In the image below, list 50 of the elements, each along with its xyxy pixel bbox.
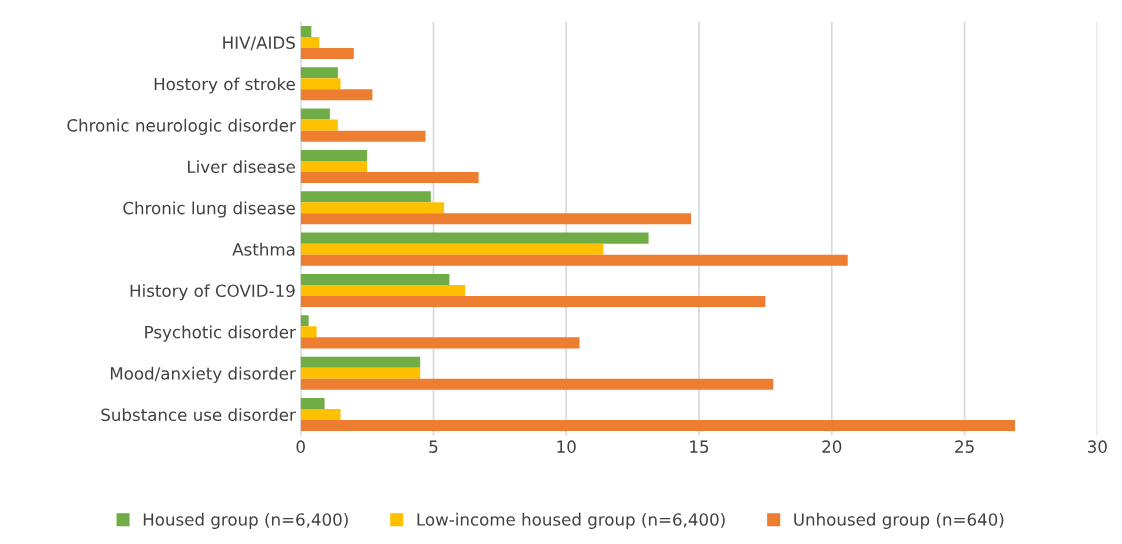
- y-tick-label: Mood/anxiety disorder: [110, 366, 296, 383]
- bar: [300, 191, 431, 203]
- bar: [300, 232, 649, 244]
- x-tick-label: 20: [822, 440, 842, 453]
- bar: [300, 108, 330, 120]
- x-tick-label: 25: [955, 440, 974, 453]
- bar: [300, 315, 309, 327]
- bar: [300, 367, 421, 379]
- bar: [300, 47, 354, 59]
- bar: [300, 337, 580, 349]
- bar: [300, 254, 848, 266]
- bar: [300, 356, 421, 368]
- legend-label: Low-income housed group (n=6,400): [417, 512, 725, 529]
- legend-label: Housed group (n=6,400): [143, 512, 348, 529]
- bar: [300, 67, 338, 79]
- bar: [300, 243, 604, 255]
- bar: [300, 378, 774, 390]
- bar: [300, 420, 1015, 432]
- y-tick-label: History of COVID-19: [130, 284, 295, 301]
- x-tick-label: 10: [557, 440, 576, 453]
- bar: [300, 296, 766, 308]
- bar: [300, 397, 325, 410]
- bar: [300, 273, 450, 285]
- x-tick-label: 30: [1087, 440, 1107, 453]
- y-tick-label: Chronic lung disease: [123, 201, 295, 218]
- bar: [300, 202, 445, 214]
- bar: [300, 171, 479, 183]
- y-tick-label: Substance use disorder: [101, 408, 296, 422]
- y-tick-label: Asthma: [232, 242, 295, 256]
- y-tick-label: Liver disease: [187, 160, 295, 174]
- bar: [300, 409, 341, 421]
- bar: [300, 119, 338, 131]
- bar: [300, 25, 312, 37]
- bar: [300, 130, 426, 142]
- bar: [300, 149, 368, 161]
- y-tick-label: Hostory of stroke: [154, 77, 295, 94]
- bar: [300, 78, 341, 90]
- bar: [300, 160, 368, 172]
- bar: [300, 284, 466, 297]
- y-tick-label: Psychotic disorder: [145, 325, 296, 342]
- legend-label: Unhoused group (n=640): [794, 512, 1004, 529]
- y-tick-label: Chronic neurologic disorder: [67, 118, 296, 135]
- x-tick-label: 0: [296, 440, 305, 453]
- bar: [300, 326, 317, 338]
- x-tick-label: 15: [690, 440, 709, 453]
- x-tick-label: 5: [429, 440, 438, 453]
- y-tick-label: HIV/AIDS: [223, 36, 295, 51]
- bar: [300, 213, 692, 225]
- bar: [300, 36, 320, 48]
- bar: [300, 89, 373, 101]
